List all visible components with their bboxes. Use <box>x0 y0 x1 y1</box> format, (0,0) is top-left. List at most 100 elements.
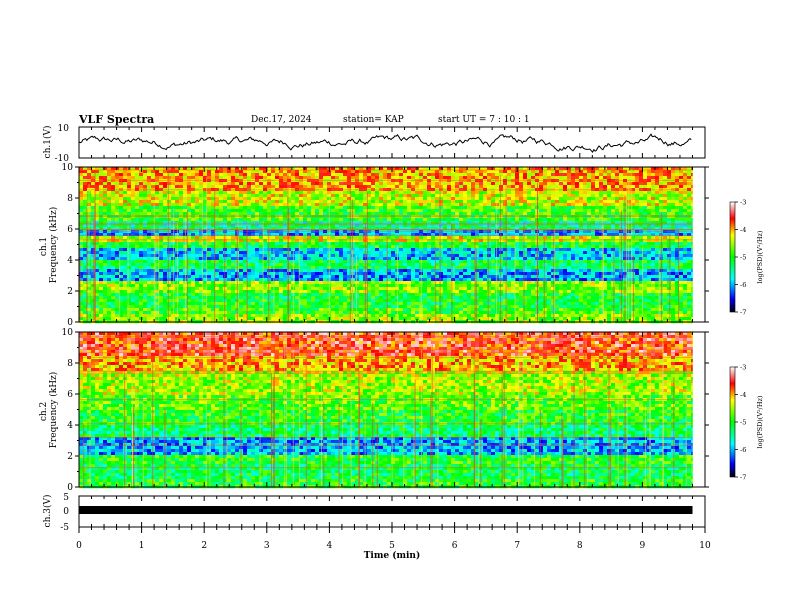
ch1-spectrogram-cell <box>487 218 492 222</box>
ch1-spectrogram-cell <box>527 236 532 240</box>
ch1-spectrogram-cell <box>151 197 156 201</box>
ch1-spectrogram-cell <box>315 191 320 195</box>
ch1-spectrogram-cell <box>435 218 440 222</box>
ch1-spectrogram-cell <box>607 236 612 240</box>
ch1-spectrogram-cell <box>495 173 500 177</box>
ch1-spectrogram-cell <box>355 227 360 231</box>
ch1-spectrogram-cell <box>151 227 156 231</box>
ch1-spectrogram-cell <box>311 248 316 252</box>
ch1-spectrogram-cell <box>179 242 184 246</box>
ch1-spectrogram-cell <box>499 260 504 264</box>
ch1-spectrogram-cell <box>495 218 500 222</box>
ch1-spectrogram-cell <box>355 194 360 198</box>
ch1-spectrogram-cell <box>355 191 360 195</box>
ch1-spectrogram-cell <box>227 260 232 264</box>
ch1-spectrogram-cell <box>575 188 580 192</box>
ch1-spectrogram-cell <box>455 209 460 213</box>
ch1-spectrogram-cell <box>163 245 168 249</box>
ch1-spectrogram-cell <box>631 251 636 255</box>
ch1-spectrogram-cell <box>499 221 504 225</box>
ch1-spectrogram-cell <box>407 227 412 231</box>
ch1-spectrogram-cell <box>595 170 600 174</box>
ch1-spectrogram-cell <box>119 182 124 186</box>
ch1-spectrogram-cell <box>203 185 208 189</box>
ch1-spectrogram-cell <box>219 221 224 225</box>
ch1-spectrogram-cell <box>443 176 448 180</box>
ch1-spectrogram-cell <box>143 254 148 258</box>
ch1-spectrogram-cell <box>511 212 516 216</box>
ch1-spectrogram-cell <box>447 215 452 219</box>
ch1-spectrogram-cell <box>211 227 216 231</box>
ch1-spectrogram-cell <box>111 239 116 243</box>
ch1-spectrogram-cell <box>671 179 676 183</box>
ch1-spectrogram-cell <box>91 233 96 237</box>
ch1-spectrogram-cell <box>451 173 456 177</box>
ch1-spectrogram-cell <box>447 188 452 192</box>
ch1-spectrogram-cell <box>635 209 640 213</box>
ch1-spectrogram-cell <box>179 200 184 204</box>
ch1-spectrogram-cell <box>115 197 120 201</box>
ch1-spectrogram-cell <box>99 170 104 174</box>
ch1-spectrogram-cell <box>279 191 284 195</box>
ch1-spectrogram-cell <box>647 260 652 264</box>
ch1-spectrogram-cell <box>239 167 244 171</box>
ch1-spectrogram-cell <box>207 239 212 243</box>
ch1-spectrogram-cell <box>99 242 104 246</box>
ch1-spectrogram-cell <box>167 194 172 198</box>
ch1-spectrogram-cell <box>155 224 160 228</box>
ch1-spectrogram-cell <box>79 218 84 222</box>
ch1-spectrogram-cell <box>351 254 356 258</box>
ch1-spectrogram-cell <box>419 203 424 207</box>
ch1-spectrogram-cell <box>495 206 500 210</box>
ch1-spectrogram-cell <box>463 185 468 189</box>
ch1-spectrogram-cell <box>643 251 648 255</box>
ch1-spectrogram-cell <box>279 221 284 225</box>
ch1-spectrogram-cell <box>267 224 272 228</box>
ch1-spectrogram-cell <box>507 248 512 252</box>
ch1-spectrogram-cell <box>419 191 424 195</box>
ch1-spectrogram-cell <box>639 167 644 171</box>
ch1-spectrogram-cell <box>287 224 292 228</box>
ch1-spectrogram-cell <box>487 251 492 255</box>
ch1-spectrogram-cell <box>431 215 436 219</box>
ch1-spectrogram-cell <box>347 182 352 186</box>
ch1-spectrogram-cell <box>167 224 172 228</box>
ch1-spectrogram-cell <box>431 191 436 195</box>
ch1-spectrogram-cell <box>495 239 500 243</box>
ch1-spectrogram-cell <box>347 212 352 216</box>
ch1-spectrogram-cell <box>391 173 396 177</box>
ch1-spectrogram-cell <box>527 230 532 234</box>
ch1-spectrogram-cell <box>383 206 388 210</box>
ch1-spectrogram-cell <box>395 227 400 231</box>
ch1-spectrogram-cell <box>159 236 164 240</box>
ch1-spectrogram-cell <box>363 182 368 186</box>
ch1-spectrogram-cell <box>543 215 548 219</box>
ch1-spectrogram-cell <box>523 242 528 246</box>
ch1-spectrogram-cell <box>507 209 512 213</box>
ch1-spectrogram-cell <box>647 257 652 261</box>
ch1-spectrogram-cell <box>379 194 384 198</box>
ch1-spectrogram-cell <box>599 239 604 243</box>
ch1-spectrogram-cell <box>579 179 584 183</box>
ch1-spectrogram-cell <box>611 218 616 222</box>
ch1-spectrogram-cell <box>443 239 448 243</box>
ch1-spectrogram-cell <box>439 242 444 246</box>
ch1-spectrogram-cell <box>459 176 464 180</box>
ch1-spectrogram-cell <box>103 239 108 243</box>
ch1-spectrogram-cell <box>299 173 304 177</box>
ch1-spectrogram-cell <box>691 248 693 252</box>
ch1-spectrogram-cell <box>203 230 208 234</box>
ch1-spectrogram-cell <box>635 188 640 192</box>
ch1-spectrogram-cell <box>571 179 576 183</box>
ch1-spectrogram-cell <box>331 221 336 225</box>
ch1-spectrogram-cell <box>543 257 548 261</box>
ch1-spectrogram-cell <box>339 242 344 246</box>
ch1-spectrogram-cell <box>567 185 572 189</box>
ch1-spectrogram-cell <box>299 263 304 267</box>
ch1-spectrogram-cell <box>579 245 584 249</box>
station-label: station= KAP <box>343 115 404 125</box>
ch1-spectrogram-cell <box>207 170 212 174</box>
ch1-spectrogram-cell <box>295 251 300 255</box>
ch1-spectrogram-cell <box>551 197 556 201</box>
ch1-spectrogram-cell <box>659 209 664 213</box>
